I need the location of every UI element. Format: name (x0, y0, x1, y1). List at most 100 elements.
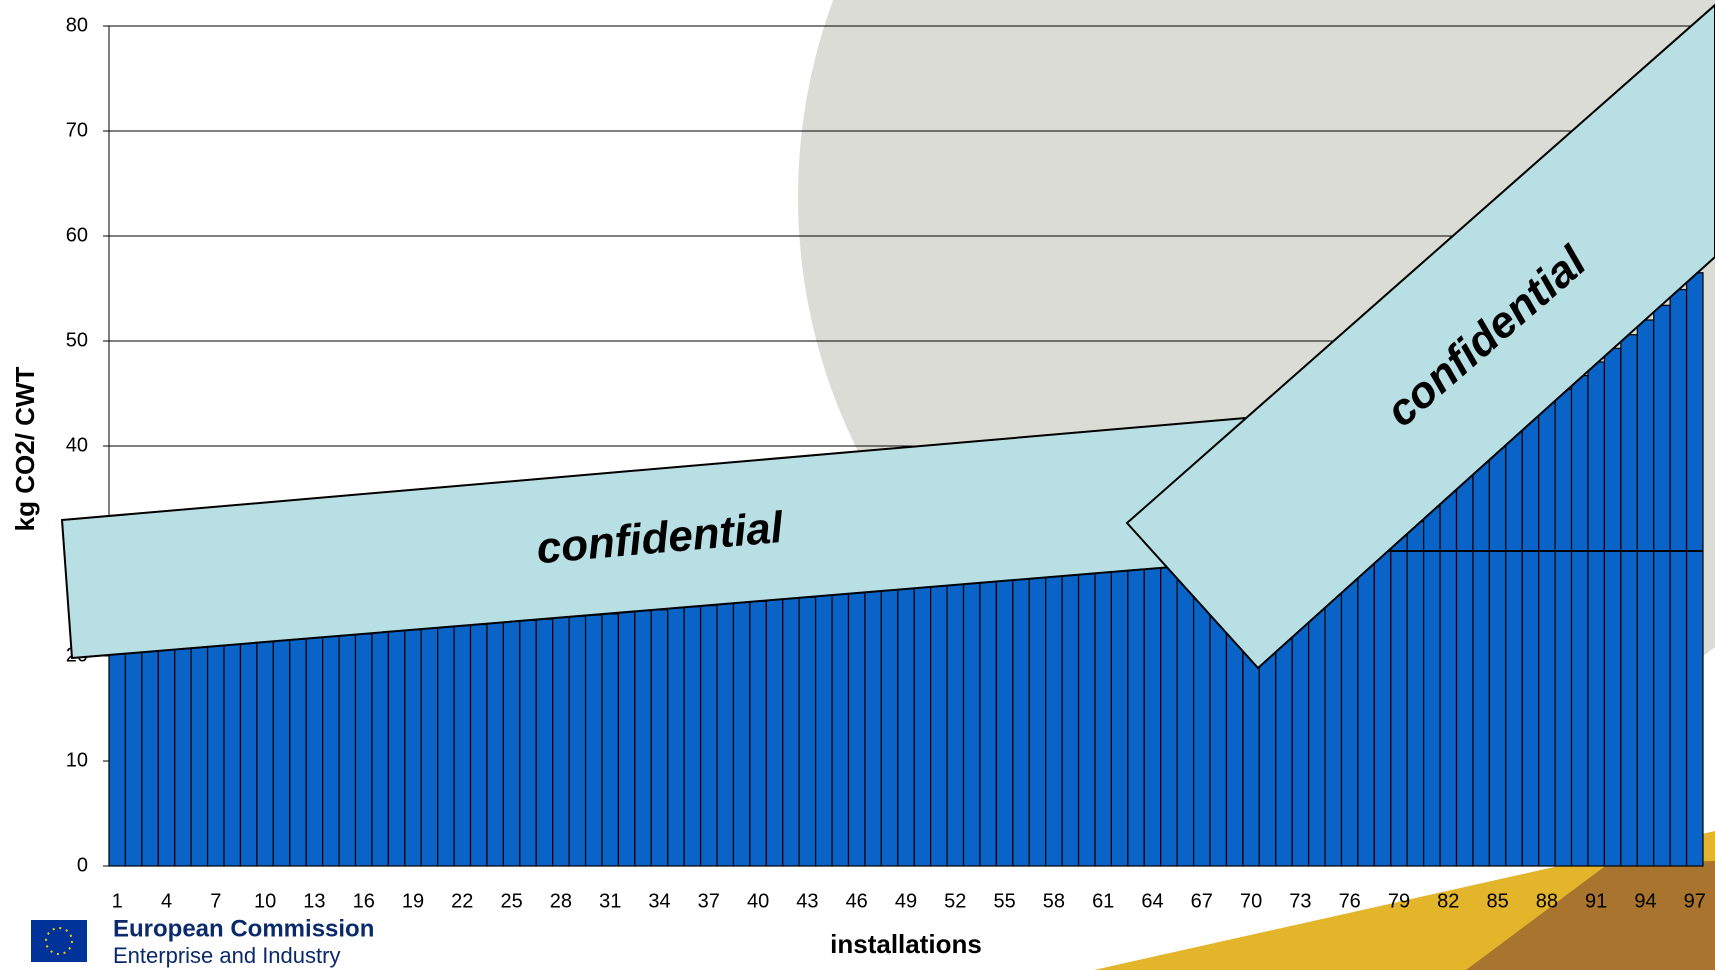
bar (650, 609, 669, 867)
bar (880, 589, 899, 867)
x-tick-label: 94 (1634, 890, 1656, 912)
x-tick-label: 28 (550, 890, 572, 912)
x-axis-label: installations (830, 929, 982, 959)
bar (1505, 429, 1523, 867)
x-tick-label: 79 (1388, 890, 1410, 912)
y-tick-label: 50 (66, 329, 88, 351)
bar (831, 593, 850, 867)
bar (1160, 561, 1178, 867)
eu-stars (45, 927, 73, 955)
bar (141, 650, 159, 867)
bar (157, 649, 176, 867)
bar (864, 590, 882, 867)
x-tick-label: 58 (1043, 890, 1065, 912)
x-tick-label: 37 (698, 890, 720, 912)
bar (1472, 459, 1490, 867)
x-tick-label: 34 (648, 890, 670, 912)
overlays: confidential confidential (60, 3, 1715, 670)
decor-brown (1466, 861, 1715, 970)
bar (1620, 334, 1638, 867)
bar (749, 600, 767, 867)
x-tick-label: 19 (402, 890, 424, 912)
bar (798, 596, 817, 867)
x-tick-label: 85 (1486, 890, 1508, 912)
x-tick-label: 43 (796, 890, 818, 912)
bar (322, 635, 340, 867)
x-tick-label: 1 (112, 890, 123, 912)
bar (1653, 304, 1671, 867)
bar (1538, 402, 1556, 867)
bar (535, 618, 554, 867)
bar (1587, 361, 1606, 867)
x-tick-label: 73 (1289, 890, 1311, 912)
x-tick-label: 25 (500, 890, 522, 912)
x-tick-label: 40 (747, 890, 769, 912)
bar (1094, 568, 1113, 867)
bar (847, 592, 866, 867)
x-tick-label: 13 (303, 890, 325, 912)
bar (1521, 416, 1540, 867)
x-tick-label: 67 (1191, 890, 1213, 912)
bar (256, 640, 274, 867)
bar (1061, 571, 1080, 867)
bar (1439, 490, 1458, 867)
bar (1077, 570, 1096, 867)
bar (1669, 288, 1688, 867)
bar (1554, 388, 1573, 867)
bar (469, 623, 488, 867)
bar (1636, 319, 1655, 867)
bar (930, 583, 948, 867)
bar (1143, 564, 1162, 867)
overlay-box (1125, 3, 1715, 670)
bar (190, 645, 209, 867)
bar (1127, 565, 1145, 867)
x-tick-label: 97 (1684, 890, 1706, 912)
bar (1603, 347, 1622, 867)
bar (289, 638, 307, 867)
x-tick-label: 22 (451, 890, 473, 912)
x-tick-label: 16 (353, 890, 375, 912)
bar (979, 579, 997, 867)
bar (223, 643, 242, 867)
bar (1012, 576, 1030, 867)
bar (354, 633, 373, 867)
y-tick-label: 0 (77, 854, 88, 876)
x-tick-label: 7 (210, 890, 221, 912)
bar (387, 630, 406, 867)
x-tick-label: 61 (1092, 890, 1114, 912)
bar (1423, 506, 1441, 867)
bar (453, 624, 472, 867)
bar (1110, 567, 1129, 867)
bar (634, 610, 652, 867)
bar (1488, 443, 1507, 867)
bar (667, 607, 685, 867)
bar (913, 586, 932, 867)
bar (1570, 375, 1589, 867)
bar (239, 641, 258, 867)
x-tick-label: 49 (895, 890, 917, 912)
bar (552, 616, 570, 867)
bar (174, 648, 192, 867)
bar (420, 627, 439, 867)
bar (1357, 540, 1375, 867)
bar (584, 614, 603, 867)
x-tick-label: 76 (1339, 890, 1361, 912)
x-tick-label: 52 (944, 890, 966, 912)
y-tick-label: 80 (66, 14, 88, 36)
bar (897, 587, 915, 867)
x-tick-label: 88 (1536, 890, 1558, 912)
bar (815, 594, 833, 867)
bar (1176, 560, 1195, 867)
x-tick-label: 46 (846, 890, 868, 912)
eu-flag (31, 920, 87, 962)
logo-title: European Commission (113, 915, 374, 942)
x-tick-label: 91 (1585, 890, 1607, 912)
y-axis-label: kg CO2/ CWT (10, 367, 40, 532)
bar (683, 606, 702, 867)
y-tick-label: 40 (66, 434, 88, 456)
y-tick-label: 70 (66, 119, 88, 141)
bar (732, 601, 751, 867)
bar (716, 602, 735, 867)
bar (486, 621, 504, 867)
